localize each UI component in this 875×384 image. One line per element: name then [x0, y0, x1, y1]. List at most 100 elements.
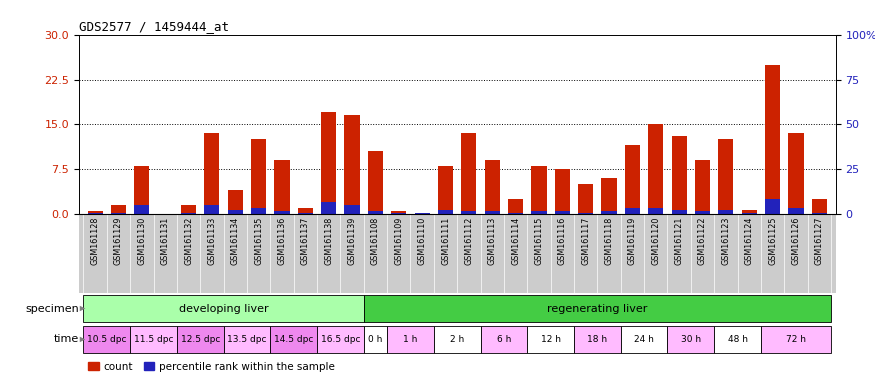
Bar	[391, 213, 406, 214]
Bar	[812, 213, 827, 214]
Bar	[181, 213, 196, 214]
Bar	[415, 213, 430, 214]
Text: 72 h: 72 h	[786, 335, 806, 344]
Text: 6 h: 6 h	[497, 335, 511, 344]
Bar	[111, 205, 126, 214]
Bar	[224, 326, 270, 353]
Bar	[415, 213, 430, 214]
Bar	[387, 326, 434, 353]
Bar	[134, 205, 150, 214]
Bar	[508, 213, 523, 214]
Bar	[88, 213, 102, 214]
Bar	[251, 139, 266, 214]
Text: GSM161126: GSM161126	[791, 217, 801, 265]
Bar	[275, 161, 290, 214]
Text: GSM161137: GSM161137	[301, 217, 310, 265]
Text: GDS2577 / 1459444_at: GDS2577 / 1459444_at	[79, 20, 228, 33]
Text: GSM161131: GSM161131	[161, 217, 170, 265]
Bar	[485, 161, 500, 214]
Text: GSM161128: GSM161128	[91, 217, 100, 265]
Bar	[177, 326, 224, 353]
Text: GSM161134: GSM161134	[231, 217, 240, 265]
Bar	[438, 166, 453, 214]
Bar	[765, 199, 780, 214]
Legend: count, percentile rank within the sample: count, percentile rank within the sample	[84, 358, 340, 376]
Text: GSM161108: GSM161108	[371, 217, 380, 265]
Text: 30 h: 30 h	[681, 335, 701, 344]
Text: developing liver: developing liver	[178, 303, 269, 313]
Bar	[620, 326, 668, 353]
Bar	[812, 199, 827, 214]
Bar	[555, 211, 570, 214]
Bar	[364, 295, 831, 323]
Text: 24 h: 24 h	[634, 335, 654, 344]
Text: 18 h: 18 h	[587, 335, 607, 344]
Text: GSM161123: GSM161123	[721, 217, 731, 265]
Bar	[461, 134, 477, 214]
Bar	[134, 166, 150, 214]
Bar	[438, 210, 453, 214]
Bar	[88, 211, 102, 214]
Text: GSM161135: GSM161135	[254, 217, 263, 265]
Text: 48 h: 48 h	[727, 335, 747, 344]
Bar	[531, 166, 547, 214]
Bar	[508, 199, 523, 214]
Bar	[714, 326, 761, 353]
Bar	[251, 209, 266, 214]
Text: 16.5 dpc: 16.5 dpc	[320, 335, 360, 344]
Bar	[671, 210, 687, 214]
Bar	[228, 210, 243, 214]
Bar	[345, 116, 360, 214]
Text: GSM161122: GSM161122	[698, 217, 707, 265]
Text: GSM161138: GSM161138	[325, 217, 333, 265]
Text: GSM161139: GSM161139	[347, 217, 357, 265]
Text: GSM161114: GSM161114	[511, 217, 520, 265]
Text: 12 h: 12 h	[541, 335, 561, 344]
Text: 11.5 dpc: 11.5 dpc	[134, 335, 173, 344]
Text: GSM161125: GSM161125	[768, 217, 777, 265]
Bar	[555, 169, 570, 214]
Text: GSM161136: GSM161136	[277, 217, 286, 265]
Text: GSM161121: GSM161121	[675, 217, 683, 265]
Text: 13.5 dpc: 13.5 dpc	[228, 335, 267, 344]
Bar	[368, 151, 383, 214]
Bar	[742, 210, 757, 214]
Bar	[625, 209, 640, 214]
Bar	[298, 209, 313, 214]
Text: specimen: specimen	[25, 303, 80, 313]
Bar	[718, 210, 733, 214]
Text: GSM161119: GSM161119	[628, 217, 637, 265]
Text: 10.5 dpc: 10.5 dpc	[87, 335, 127, 344]
Bar	[648, 124, 663, 214]
Bar	[578, 213, 593, 214]
Bar	[788, 209, 803, 214]
Bar	[364, 326, 387, 353]
Text: GSM161132: GSM161132	[184, 217, 193, 265]
Text: GSM161118: GSM161118	[605, 217, 613, 265]
Bar	[111, 213, 126, 214]
Bar	[270, 326, 317, 353]
Text: 0 h: 0 h	[368, 335, 382, 344]
Bar	[742, 213, 757, 214]
Bar	[298, 213, 313, 214]
Bar	[345, 205, 360, 214]
Text: GSM161116: GSM161116	[557, 217, 567, 265]
Text: GSM161110: GSM161110	[417, 217, 427, 265]
Bar	[574, 326, 620, 353]
Bar	[461, 211, 477, 214]
Text: GSM161111: GSM161111	[441, 217, 450, 265]
Text: 12.5 dpc: 12.5 dpc	[180, 335, 220, 344]
Text: GSM161130: GSM161130	[137, 217, 146, 265]
Bar	[130, 326, 177, 353]
Bar	[434, 326, 480, 353]
Text: GSM161120: GSM161120	[651, 217, 661, 265]
Text: 1 h: 1 h	[403, 335, 417, 344]
Bar	[695, 211, 710, 214]
Bar	[83, 295, 364, 323]
Bar	[625, 146, 640, 214]
Bar	[528, 326, 574, 353]
Bar	[228, 190, 243, 214]
Text: GSM161115: GSM161115	[535, 217, 543, 265]
Bar	[671, 136, 687, 214]
Bar	[83, 326, 130, 353]
